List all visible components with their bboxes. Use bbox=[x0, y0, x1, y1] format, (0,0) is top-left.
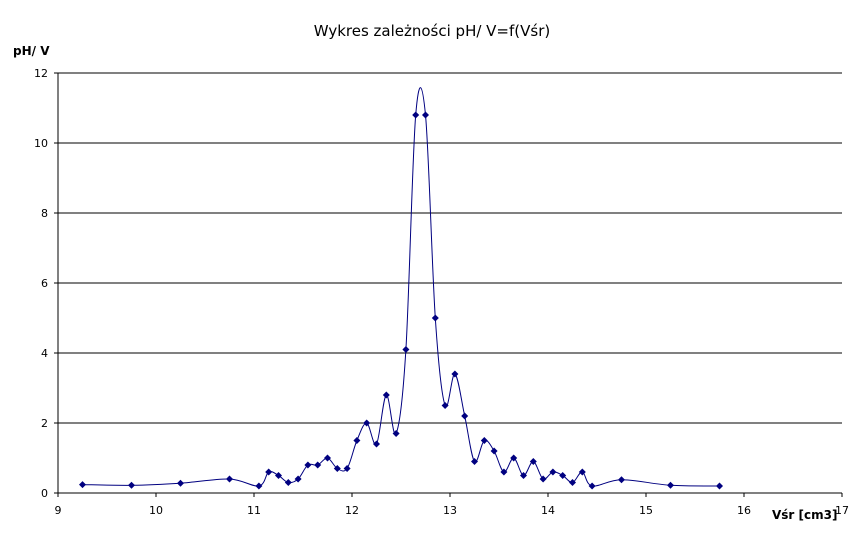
y-axis-label: pH/ V bbox=[13, 44, 50, 58]
tick-labels: 0 2 4 6 8 10 12 9 10 11 12 13 14 15 16 17 bbox=[34, 67, 849, 517]
axes bbox=[54, 72, 843, 497]
data-point bbox=[255, 482, 263, 490]
data-point bbox=[578, 468, 586, 476]
data-point bbox=[500, 468, 508, 476]
data-point bbox=[510, 454, 518, 462]
series bbox=[79, 87, 723, 490]
data-point bbox=[314, 461, 322, 469]
data-point bbox=[431, 314, 439, 322]
grid-lines bbox=[58, 72, 842, 424]
y-tick-label: 6 bbox=[41, 277, 48, 290]
x-tick-label: 17 bbox=[835, 504, 849, 517]
data-point bbox=[382, 391, 390, 399]
data-point bbox=[275, 472, 282, 479]
y-tick-label: 8 bbox=[41, 207, 48, 220]
data-point bbox=[79, 481, 86, 489]
data-point bbox=[588, 482, 596, 490]
data-point bbox=[373, 440, 380, 448]
data-point bbox=[284, 479, 292, 486]
data-point bbox=[559, 472, 567, 479]
data-point bbox=[226, 475, 233, 483]
data-point bbox=[402, 346, 410, 353]
data-point bbox=[343, 465, 351, 472]
data-point bbox=[520, 472, 527, 479]
data-point bbox=[412, 111, 420, 119]
data-point bbox=[471, 458, 478, 465]
data-point bbox=[392, 430, 400, 437]
data-point bbox=[549, 468, 557, 476]
data-point bbox=[324, 454, 331, 462]
data-point bbox=[294, 475, 302, 483]
data-point bbox=[618, 476, 625, 484]
data-point bbox=[363, 419, 371, 427]
y-tick-label: 10 bbox=[34, 137, 48, 150]
x-tick-label: 9 bbox=[55, 504, 62, 517]
data-point bbox=[441, 402, 449, 409]
data-point bbox=[451, 370, 459, 378]
data-point bbox=[265, 468, 273, 476]
data-point bbox=[529, 458, 537, 465]
data-point bbox=[304, 461, 312, 469]
data-point bbox=[461, 412, 469, 420]
x-tick-label: 10 bbox=[149, 504, 163, 517]
y-tick-label: 0 bbox=[41, 487, 48, 500]
data-point bbox=[480, 437, 488, 444]
data-point bbox=[490, 447, 498, 455]
x-tick-label: 16 bbox=[737, 504, 751, 517]
chart-title: Wykres zależności pH/ V=f(Vśr) bbox=[314, 22, 550, 40]
data-point bbox=[177, 479, 184, 487]
data-point bbox=[422, 111, 429, 119]
x-tick-label: 11 bbox=[247, 504, 261, 517]
y-tick-label: 2 bbox=[41, 417, 48, 430]
data-point bbox=[128, 481, 135, 489]
series-line-0 bbox=[82, 87, 720, 487]
data-point bbox=[539, 475, 547, 483]
x-axis-label: Vśr [cm3] bbox=[772, 508, 837, 522]
data-point bbox=[569, 479, 576, 486]
x-tick-label: 14 bbox=[541, 504, 555, 517]
x-tick-label: 15 bbox=[639, 504, 653, 517]
y-tick-label: 4 bbox=[41, 347, 48, 360]
data-point bbox=[353, 437, 361, 444]
x-tick-label: 13 bbox=[443, 504, 457, 517]
data-point bbox=[333, 465, 341, 472]
y-tick-label: 12 bbox=[34, 67, 48, 80]
x-tick-label: 12 bbox=[345, 504, 359, 517]
data-point bbox=[716, 482, 723, 490]
data-point bbox=[667, 481, 674, 489]
